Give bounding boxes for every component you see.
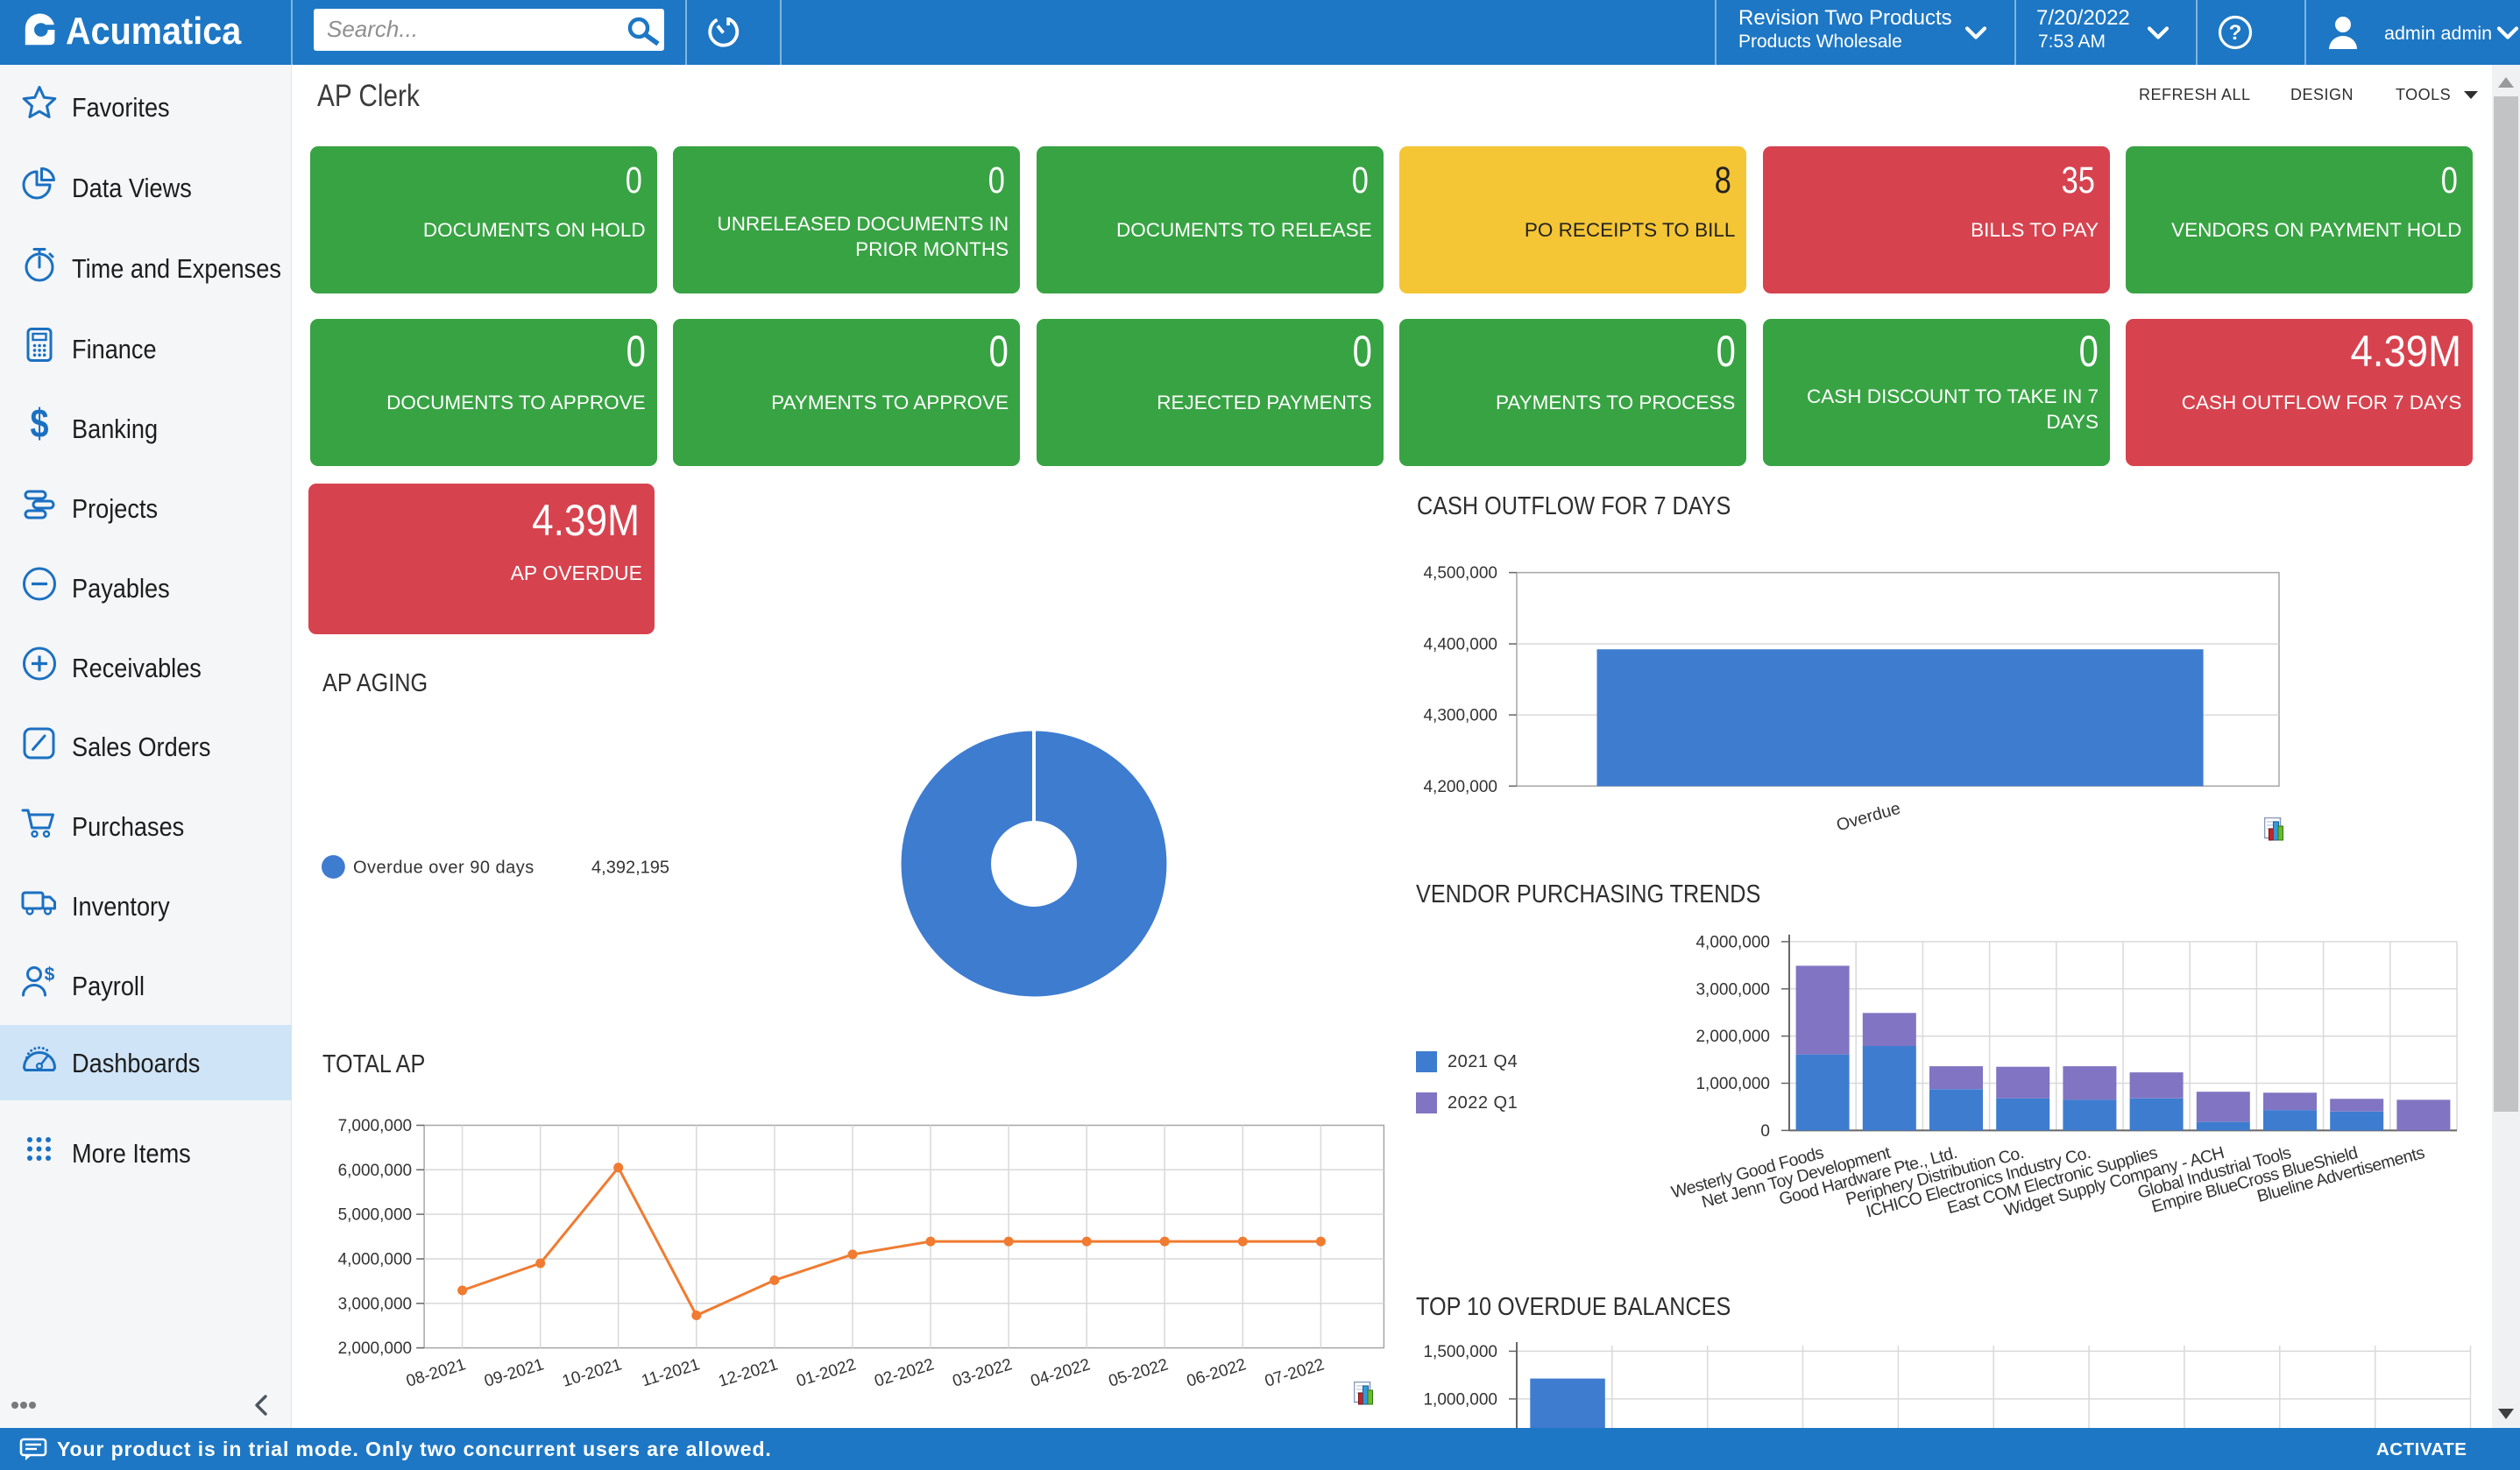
svg-text:0: 0 [1760,1122,1770,1141]
svg-text:05-2022: 05-2022 [1107,1355,1171,1390]
svg-text:2,000,000: 2,000,000 [1695,1028,1770,1046]
svg-text:Overdue: Overdue [1834,799,1902,836]
svg-text:04-2022: 04-2022 [1029,1355,1093,1390]
svg-text:4,000,000: 4,000,000 [338,1251,413,1269]
svg-text:09-2021: 09-2021 [482,1355,546,1390]
svg-text:4,392,195: 4,392,195 [591,859,669,878]
svg-text:07-2022: 07-2022 [1263,1355,1327,1390]
svg-text:10-2021: 10-2021 [560,1355,624,1390]
svg-text:4,500,000: 4,500,000 [1423,564,1497,583]
svg-text:03-2022: 03-2022 [951,1355,1015,1390]
svg-text:1,000,000: 1,000,000 [1695,1075,1770,1093]
svg-text:2,000,000: 2,000,000 [338,1339,413,1358]
svg-text:06-2022: 06-2022 [1185,1355,1249,1390]
svg-text:5,000,000: 5,000,000 [338,1206,413,1225]
svg-text:12-2021: 12-2021 [717,1355,781,1390]
svg-text:$: $ [45,965,55,985]
svg-text:4,300,000: 4,300,000 [1423,707,1497,725]
svg-text:4,000,000: 4,000,000 [1695,933,1770,951]
svg-text:4,400,000: 4,400,000 [1423,636,1497,654]
svg-text:3,000,000: 3,000,000 [1695,980,1770,999]
svg-text:01-2022: 01-2022 [795,1355,859,1390]
svg-text:7,000,000: 7,000,000 [338,1117,413,1135]
svg-text:$: $ [31,406,49,444]
svg-text:2021 Q4: 2021 Q4 [1448,1052,1518,1071]
svg-text:08-2021: 08-2021 [404,1355,468,1390]
svg-text:4,200,000: 4,200,000 [1423,778,1497,796]
svg-text:1,500,000: 1,500,000 [1423,1343,1497,1361]
svg-text:Overdue over 90 days: Overdue over 90 days [353,859,534,878]
svg-text:02-2022: 02-2022 [873,1355,937,1390]
svg-text:1,000,000: 1,000,000 [1423,1390,1497,1409]
svg-text:3,000,000: 3,000,000 [338,1295,413,1313]
svg-text:2022 Q1: 2022 Q1 [1448,1093,1518,1113]
svg-text:?: ? [2229,21,2242,45]
svg-text:11-2021: 11-2021 [640,1355,702,1390]
svg-text:6,000,000: 6,000,000 [338,1162,413,1180]
